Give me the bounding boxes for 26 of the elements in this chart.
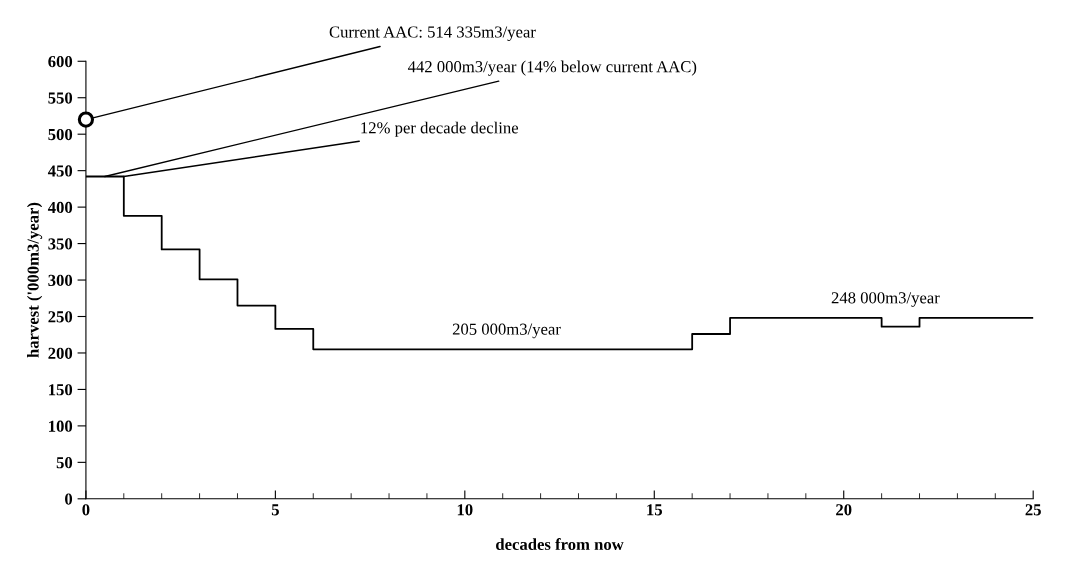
annotation: 12% per decade decline <box>361 121 519 137</box>
y-tick-label: 600 <box>48 55 73 68</box>
x-tick-label: 25 <box>1025 504 1041 516</box>
y-tick-label: 500 <box>48 128 73 141</box>
y-tick-label: 550 <box>48 92 73 104</box>
annotation: 442 000m3/year (14% below current AAC) <box>407 60 697 76</box>
y-tick-label: 450 <box>47 165 73 177</box>
annotation: Current AAC: 514 335m3/year <box>329 26 536 42</box>
x-tick-label: 15 <box>647 504 662 516</box>
x-tick-label: 0 <box>82 504 90 516</box>
x-tick-label: 10 <box>457 504 473 516</box>
x-tick-label: 20 <box>836 504 852 516</box>
annotation: 205 000m3/year <box>452 323 561 339</box>
y-tick-label: 300 <box>48 274 73 286</box>
y-tick-label: 200 <box>48 347 73 359</box>
y-tick-label: 50 <box>56 457 73 469</box>
y-tick-label: 150 <box>49 384 73 396</box>
y-tick-label: 400 <box>47 201 73 214</box>
y-tick-label: 100 <box>49 420 73 432</box>
annotation: 248 000m3/year <box>831 292 940 307</box>
y-tick-label: 250 <box>48 311 73 323</box>
y-tick-label: 350 <box>48 238 73 250</box>
y-tick-label: 0 <box>65 493 73 505</box>
x-axis-title: decades from now <box>496 538 624 550</box>
x-tick-label: 5 <box>271 504 279 516</box>
y-axis-title: harvest ('000m3/year) <box>27 202 43 358</box>
